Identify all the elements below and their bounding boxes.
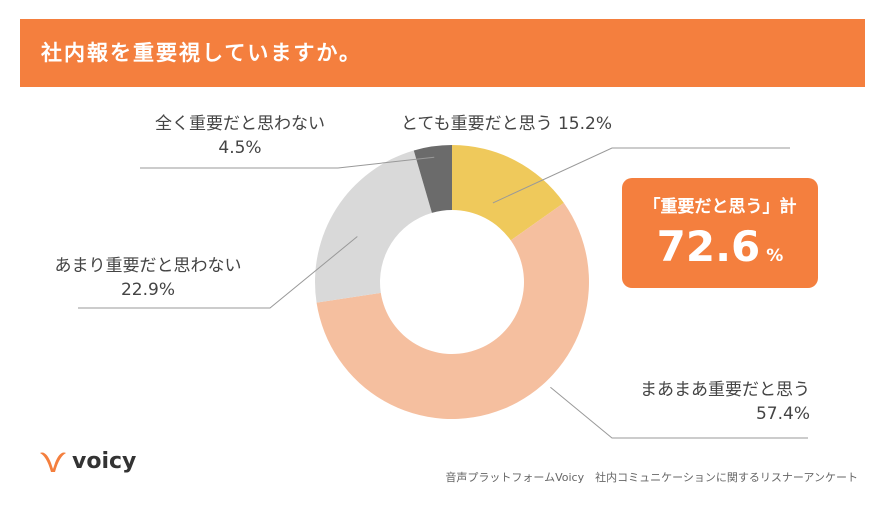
slice-somewhat-important xyxy=(316,202,589,419)
label-notatall-name: 全く重要だと思わない xyxy=(155,114,325,134)
leader-notvery xyxy=(78,236,358,309)
label-somewhat-value: 57.4% xyxy=(755,404,810,424)
voicy-logo: voicy xyxy=(38,446,136,476)
source-note: 音声プラットフォームVoicy 社内コミュニケーションに関するリスナーアンケート xyxy=(445,471,858,484)
label-very: とても重要だと思う 15.2% xyxy=(401,112,612,136)
total-callout: 「重要だと思う」計 72.6% xyxy=(622,178,818,288)
label-very-name: とても重要だと思う xyxy=(400,114,553,134)
leader-very xyxy=(492,147,790,204)
total-number: 72.6 xyxy=(656,222,761,271)
slice-not-very-important xyxy=(315,150,432,303)
slice-not-important-at-all xyxy=(413,145,452,213)
logo-text: voicy xyxy=(72,448,137,474)
label-somewhat: まあまあ重要だと思う 57.4% xyxy=(640,378,810,426)
header-bar: 社内報を重要視していますか。 xyxy=(20,19,865,87)
voicy-v-icon xyxy=(40,452,66,472)
label-notvery-value: 22.9% xyxy=(120,280,175,300)
leader-notatall xyxy=(140,156,435,169)
label-somewhat-name: まあまあ重要だと思う xyxy=(640,380,810,400)
label-very-value: 15.2% xyxy=(557,114,612,134)
label-notvery: あまり重要だと思わない 22.9% xyxy=(0,254,296,302)
total-unit: % xyxy=(766,246,784,266)
total-label: 「重要だと思う」計 xyxy=(643,197,797,217)
leader-somewhat xyxy=(550,386,808,439)
total-value: 72.6% xyxy=(622,222,818,271)
page-title: 社内報を重要視していますか。 xyxy=(41,41,362,65)
label-notatall: 全く重要だと思わない 4.5% xyxy=(120,112,360,160)
slice-very-important xyxy=(452,145,564,241)
label-notatall-value: 4.5% xyxy=(218,138,262,158)
label-notvery-name: あまり重要だと思わない xyxy=(54,256,242,276)
